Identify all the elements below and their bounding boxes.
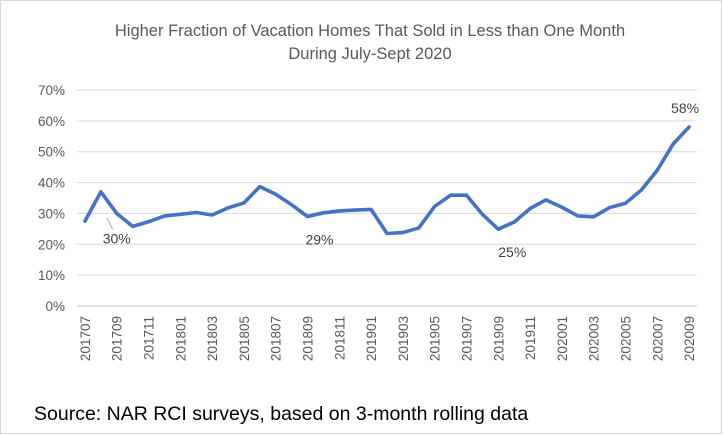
x-tick-label: 201811 (332, 316, 347, 360)
x-tick-label: 202009 (682, 316, 697, 361)
y-tick-label: 20% (38, 237, 65, 252)
x-tick-label: 201711 (142, 316, 157, 360)
chart-title: Higher Fraction of Vacation Homes That S… (0, 20, 724, 66)
series-line (83, 125, 691, 236)
data-label: 58% (671, 100, 699, 116)
x-tick-label: 201801 (173, 316, 188, 361)
y-tick-label: 40% (38, 176, 65, 191)
data-label: 29% (305, 232, 333, 248)
annotation-leader-line (106, 217, 114, 230)
y-tick-label: 10% (38, 268, 65, 283)
x-tick-label: 201707 (78, 316, 93, 361)
x-tick-label: 201909 (491, 316, 506, 361)
y-tick-label: 70% (38, 83, 65, 98)
x-tick-label: 201807 (269, 316, 284, 361)
x-tick-label: 202003 (587, 316, 602, 361)
y-tick-label: 0% (45, 299, 65, 314)
y-tick-label: 60% (38, 114, 65, 129)
x-tick-label: 201805 (237, 316, 252, 361)
y-tick-label: 50% (38, 145, 65, 160)
x-tick-label: 201901 (364, 316, 379, 361)
x-tick-label: 201809 (301, 316, 316, 361)
x-tick-label: 201803 (205, 316, 220, 361)
data-label: 25% (498, 244, 526, 260)
x-tick-label: 201911 (523, 316, 538, 360)
x-tick-label: 202005 (618, 316, 633, 361)
x-tick-label: 202001 (555, 316, 570, 361)
data-label: 30% (103, 230, 131, 246)
x-tick-label: 201903 (396, 316, 411, 361)
x-tick-label: 202007 (650, 316, 665, 361)
x-tick-label: 201905 (428, 316, 443, 361)
y-tick-label: 30% (38, 206, 65, 221)
source-note: Source: NAR RCI surveys, based on 3-mont… (34, 403, 529, 425)
x-tick-label: 201709 (110, 316, 125, 361)
chart-title-line-2: During July-Sept 2020 (288, 45, 452, 63)
x-tick-label: 201907 (459, 316, 474, 361)
chart-title-line-1: Higher Fraction of Vacation Homes That S… (114, 22, 626, 40)
